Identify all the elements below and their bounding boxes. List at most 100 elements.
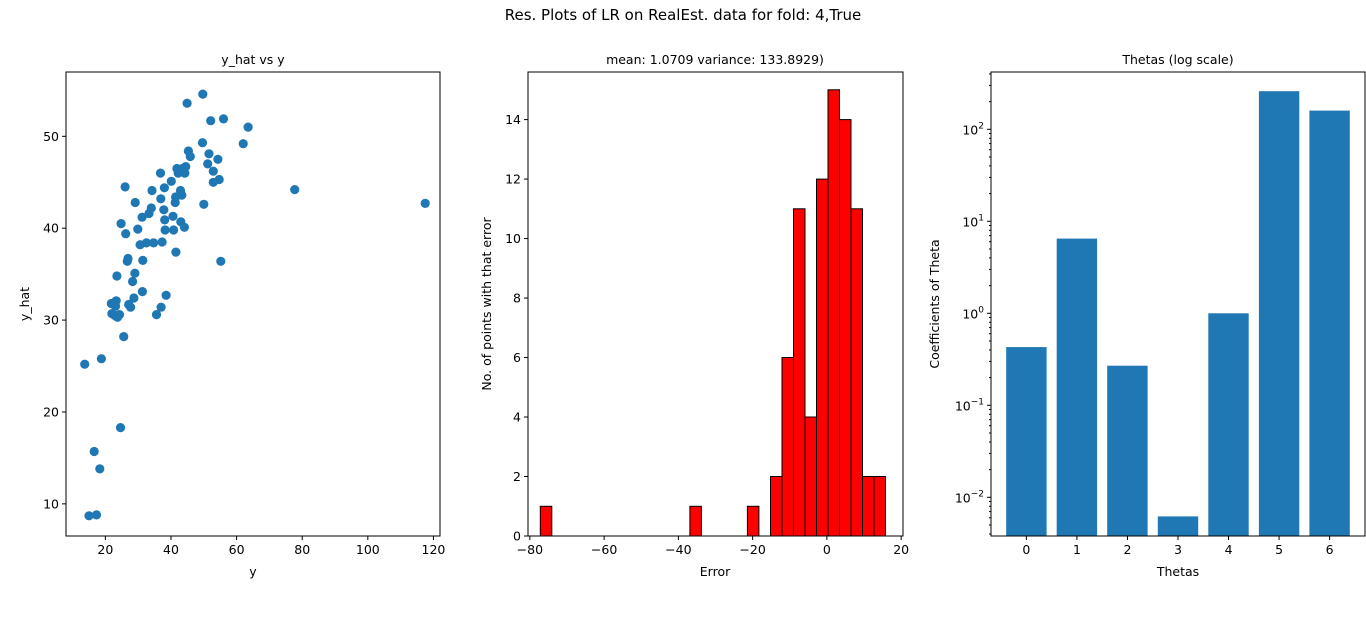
histogram-y-ticks: 0 2 4 6 8 10 12 14 [505,112,528,544]
scatter-point [157,237,167,247]
scatter-point [160,225,170,235]
scatter-point [115,423,126,433]
y-tick-base: 10 [962,214,978,229]
x-tick-label: 80 [294,542,310,557]
theta-bar [1157,516,1199,536]
scatter-point [197,138,208,148]
histogram-bar [850,208,863,537]
x-tick-label: −20 [739,542,765,557]
theta-bar [1107,365,1148,536]
scatter-point [84,511,94,521]
histogram-bar [816,178,829,537]
y-tick-label: 14 [505,112,521,127]
scatter-title: y_hat vs y [221,52,285,67]
scatter-point [171,247,181,257]
scatter-point [169,225,179,235]
scatter-point [159,183,169,193]
x-tick-label: 20 [893,542,909,557]
scatter-point [151,310,162,320]
scatter-point [114,310,125,320]
y-tick-exponent: 1 [978,213,984,223]
histogram-bar [539,505,553,537]
y-tick-base: 10 [962,122,978,137]
scatter-panel: y_hat vs y 20 40 60 80 100 120 10 20 30 40 50 y y… [17,52,445,579]
x-tick-label: −40 [665,542,691,557]
scatter-point [161,290,171,300]
scatter-point [156,302,166,312]
y-tick-label: 101 [962,213,984,229]
x-tick-label: 1 [1073,542,1081,557]
y-tick-label: 10−1 [955,397,984,413]
thetas-y-label: Coefficients of Theta [927,239,942,368]
scatter-point [146,203,156,213]
theta-bar [1258,91,1300,536]
histogram-bar [770,476,783,537]
histogram-bar [781,357,794,537]
scatter-point [147,185,157,196]
histogram-bar [689,505,702,537]
scatter-point [120,182,130,192]
scatter-point [111,296,121,306]
scatter-point [168,211,178,221]
x-tick-label: −60 [591,542,617,557]
x-tick-label: 20 [97,542,113,557]
histogram-bar [827,89,840,537]
scatter-point [179,222,189,232]
histogram-bar [746,505,760,537]
x-tick-label: 2 [1123,542,1131,557]
scatter-point [137,287,147,297]
y-tick-label: 6 [513,350,521,365]
scatter-point [218,114,229,124]
scatter-point [130,268,140,278]
y-tick-exponent: −1 [971,397,984,407]
scatter-x-label: y [249,564,257,579]
scatter-point [89,446,99,457]
scatter-point [290,185,300,195]
y-tick-label: 10 [43,496,59,511]
scatter-point [95,464,105,474]
histogram-bar [804,416,817,537]
y-tick-base: 10 [955,398,971,413]
figure-title: Res. Plots of LR on RealEst. data for fo… [505,6,862,24]
scatter-point [126,302,136,312]
histogram-bar [839,119,852,537]
theta-bar [1056,238,1098,536]
scatter-point [112,271,122,281]
scatter-point [208,166,218,176]
histogram-axes-frame [527,71,904,537]
y-tick-exponent: 2 [978,121,984,131]
scatter-point [198,89,208,99]
x-tick-label: 0 [1022,542,1030,557]
scatter-point [149,238,159,248]
y-tick-label: 12 [505,172,521,187]
scatter-point [130,197,140,208]
scatter-point [123,253,133,264]
y-tick-base: 10 [955,490,971,505]
scatter-point [185,151,195,162]
scatter-point [121,229,131,239]
x-tick-label: 6 [1326,542,1334,557]
thetas-axes-frame [990,71,1366,537]
x-tick-label: 120 [422,542,446,557]
histogram-bar [873,476,886,537]
x-tick-label: 40 [163,542,179,557]
y-tick-label: 50 [43,129,59,144]
scatter-point [96,354,106,364]
x-tick-label: 0 [823,542,831,557]
thetas-bars [1006,91,1350,536]
thetas-title: Thetas (log scale) [1121,52,1233,67]
histogram-bars [539,89,886,537]
scatter-point [133,224,143,234]
y-tick-label: 30 [43,313,59,328]
y-tick-exponent: −2 [971,489,984,499]
scatter-point [213,154,223,164]
scatter-point [129,293,139,303]
scatter-point [128,276,138,287]
scatter-point [138,255,148,265]
scatter-x-ticks: 20 40 60 80 100 120 [97,536,445,557]
y-tick-base: 10 [962,306,978,321]
scatter-point [156,194,166,204]
